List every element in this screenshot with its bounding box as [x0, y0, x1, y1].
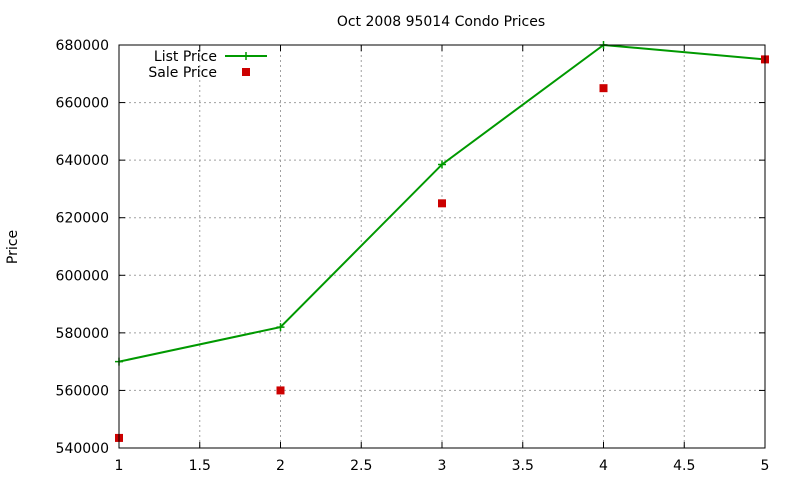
list-price-point: [438, 160, 446, 169]
legend-marker-sale-price: [242, 68, 250, 76]
x-tick-label: 5: [761, 458, 770, 474]
x-tick-label: 1.5: [189, 458, 211, 474]
list-price-point: [276, 323, 285, 332]
sale-price-point: [599, 84, 608, 93]
sale-price-series: [115, 55, 769, 442]
y-tick-label: 540000: [56, 441, 109, 457]
x-axis-tick-labels: 1 1.5 2 2.5 3 3.5 4 4.5 5: [115, 458, 770, 474]
x-tick-label: 4: [599, 458, 608, 474]
sale-price-point: [438, 199, 446, 208]
y-tick-label: 680000: [56, 38, 109, 54]
x-tick-label: 2: [276, 458, 285, 474]
legend-marker-list-price: [242, 52, 250, 60]
legend-label-list-price: List Price: [154, 49, 217, 65]
x-tick-label: 3: [438, 458, 447, 474]
y-tick-label: 560000: [56, 383, 109, 399]
x-tick-label: 4.5: [673, 458, 695, 474]
y-tick-label: 640000: [56, 153, 109, 169]
x-tick-label: 1: [115, 458, 124, 474]
legend-label-sale-price: Sale Price: [148, 65, 217, 81]
y-tick-label: 660000: [56, 96, 109, 112]
y-axis-tick-labels: 540000 560000 580000 600000 620000 640000 6600…: [56, 38, 109, 457]
plot-frame: [118, 44, 766, 449]
chart-title: Oct 2008 95014 Condo Prices: [337, 14, 545, 30]
y-axis-label: Price: [5, 230, 21, 264]
y-tick-label: 620000: [56, 211, 109, 227]
x-tick-label: 3.5: [512, 458, 534, 474]
x-tick-label: 2.5: [350, 458, 372, 474]
grid-lines: [119, 45, 765, 448]
y-tick-label: 600000: [56, 268, 109, 284]
sale-price-point: [276, 386, 285, 395]
y-tick-label: 580000: [56, 326, 109, 342]
